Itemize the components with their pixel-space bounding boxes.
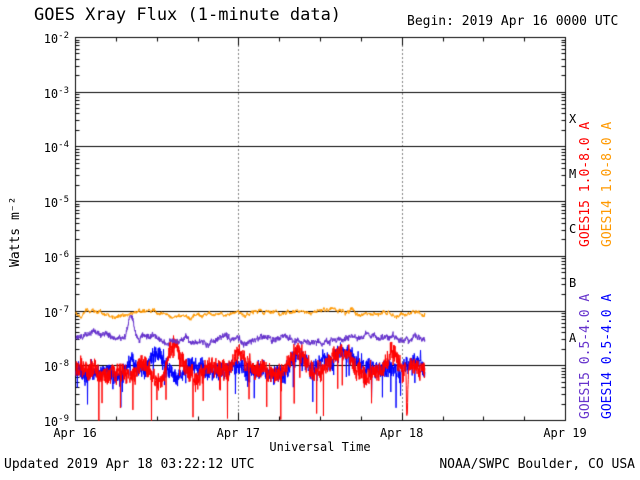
y-tick-label: 10-5 — [43, 195, 69, 211]
x-axis-label: Universal Time — [269, 440, 371, 454]
y-tick-label: 10-7 — [43, 304, 69, 320]
flare-class-label-X: X — [569, 112, 577, 127]
y-axis-label: Watts m⁻² — [8, 196, 23, 267]
y-tick-label: 10-6 — [43, 249, 69, 265]
flare-class-label-B: B — [569, 276, 577, 291]
series-label-goes14-0-5-4-0-a: GOES14 0.5-4.0 A — [600, 293, 615, 419]
y-tick-label: 10-3 — [43, 85, 69, 101]
series-label-goes15-1-0-8-0-a: GOES15 1.0-8.0 A — [578, 121, 593, 247]
x-tick-label: Apr 16 — [53, 426, 97, 440]
series-label-goes14-1-0-8-0-a: GOES14 1.0-8.0 A — [600, 121, 615, 247]
begin-timestamp: Begin: 2019 Apr 16 0000 UTC — [407, 14, 619, 29]
x-tick-label: Apr 19 — [543, 426, 587, 440]
y-tick-label: 10-4 — [43, 140, 69, 156]
flare-class-label-A: A — [569, 330, 577, 345]
flare-class-label-M: M — [569, 166, 577, 181]
y-tick-label: 10-2 — [43, 31, 69, 46]
flare-class-label-C: C — [569, 221, 577, 236]
y-tick-label: 10-9 — [43, 414, 69, 429]
updated-timestamp: Updated 2019 Apr 18 03:22:12 UTC — [4, 457, 255, 472]
x-tick-label: Apr 17 — [216, 426, 261, 440]
chart-title: GOES Xray Flux (1-minute data) — [34, 5, 342, 25]
x-tick-label: Apr 18 — [379, 426, 424, 440]
source-attribution: NOAA/SWPC Boulder, CO USA — [439, 457, 635, 472]
y-tick-label: 10-8 — [43, 359, 69, 375]
series-label-goes15-0-5-4-0-a: GOES15 0.5-4.0 A — [578, 293, 593, 419]
